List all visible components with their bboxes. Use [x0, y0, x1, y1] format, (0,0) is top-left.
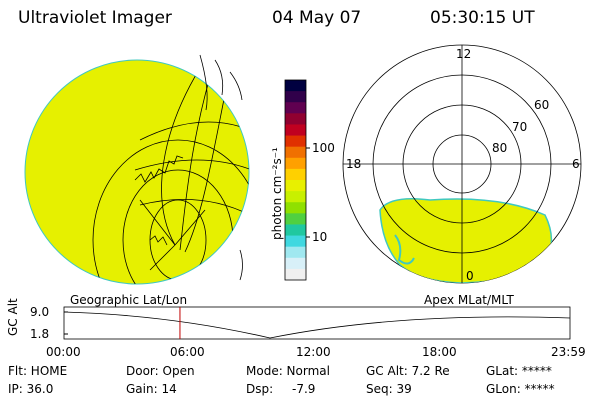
colorbar-band	[285, 213, 306, 225]
colorbar-band	[285, 91, 306, 103]
colorbar-band	[285, 180, 306, 192]
colorbar-band	[285, 102, 306, 114]
altitude-tick-bottom: 1.8	[30, 327, 50, 341]
colorbar-band	[285, 80, 306, 92]
apex-label: Apex MLat/MLT	[424, 293, 514, 307]
colorbar-band	[285, 202, 306, 214]
geo-label: Geographic Lat/Lon	[70, 293, 188, 307]
ip-status: IP: 36.0	[8, 382, 54, 396]
colorbar-label-10: 10	[312, 230, 328, 244]
altitude-axis-title: GC Alt	[6, 298, 20, 336]
lat-label-70: 70	[512, 120, 528, 134]
seq-status: Seq: 39	[366, 382, 412, 396]
dsp-value: -7.9	[292, 382, 316, 396]
colorbar-unit-label: photon cm⁻²s⁻¹	[270, 147, 284, 240]
time-tick-0000: 00:00	[46, 345, 81, 359]
flight-status: Flt: HOME	[8, 364, 68, 378]
auroral-detail	[394, 234, 415, 265]
altitude-plot	[63, 306, 571, 340]
colorbar-band	[285, 224, 306, 237]
door-status: Door: Open	[126, 364, 195, 378]
date-label: 04 May 07	[272, 8, 362, 28]
colorbar-band	[285, 235, 306, 248]
altitude-curve	[63, 311, 571, 339]
mlt-label-0: 0	[466, 269, 474, 283]
mlt-label-18: 18	[346, 157, 362, 171]
dsp-label: Dsp:	[246, 382, 274, 396]
colorbar-band	[285, 146, 306, 159]
colorbar-band	[285, 113, 306, 125]
colorbar-band	[285, 257, 306, 270]
mlt-label-6: 6	[572, 157, 580, 171]
colorbar	[284, 79, 307, 281]
colorbar-band	[285, 168, 306, 181]
geographic-image	[24, 59, 250, 285]
time-label: 05:30:15 UT	[430, 8, 535, 28]
colorbar-band	[285, 246, 306, 259]
instrument-title: Ultraviolet Imager	[18, 8, 172, 28]
colorbar-band	[285, 268, 306, 281]
gain-status: Gain: 14	[126, 382, 177, 396]
lat-label-60: 60	[534, 98, 550, 112]
time-tick-1200: 12:00	[296, 345, 331, 359]
mode-status: Mode: Normal	[246, 364, 330, 378]
colorbar-band	[285, 124, 306, 137]
colorbar-band	[285, 157, 306, 170]
coastline-south	[149, 235, 168, 246]
mlt-label-12: 12	[456, 47, 472, 61]
time-tick-1800: 18:00	[422, 345, 457, 359]
polar-plot	[342, 44, 582, 284]
colorbar-band	[285, 135, 306, 148]
lat-label-80: 80	[492, 141, 508, 155]
colorbar-label-100: 100	[312, 141, 335, 155]
altitude-tick-top: 9.0	[30, 305, 50, 319]
colorbar-band	[285, 191, 306, 203]
glat-status: GLat: *****	[486, 364, 552, 378]
time-tick-2359: 23:59	[551, 345, 586, 359]
geo-outer-lines	[199, 54, 243, 281]
time-tick-0600: 06:00	[170, 345, 205, 359]
glon-status: GLon: *****	[486, 382, 555, 396]
coastline	[134, 155, 184, 183]
gc-alt-status: GC Alt: 7.2 Re	[366, 364, 450, 378]
